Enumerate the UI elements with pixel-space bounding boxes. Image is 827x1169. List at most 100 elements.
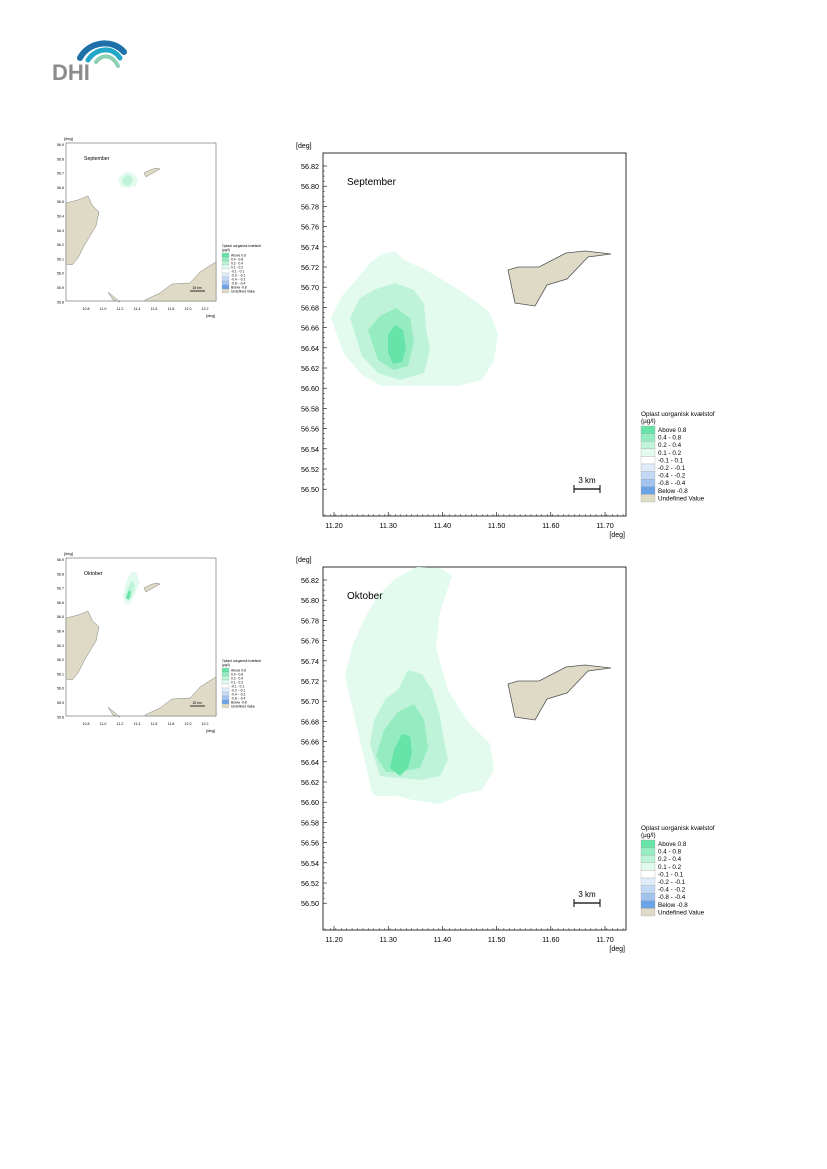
legend-swatch (640, 885, 656, 894)
overview-x-tick: 11.8 (168, 307, 175, 311)
overview-legend-label: Undefined Value (231, 289, 255, 293)
overview-y-tick: 56.9 (57, 558, 64, 562)
legend-label: Above 0.8 (658, 841, 687, 848)
x-tick-label: 11.50 (488, 935, 505, 944)
overview-y-tick: 56.1 (57, 672, 64, 676)
legend-label: 0.1 - 0.2 (658, 450, 682, 457)
legend-swatch (640, 862, 656, 871)
y-tick-label: 56.66 (301, 324, 319, 333)
y-tick-label: 56.50 (301, 485, 319, 494)
overview-legend-swatch (221, 272, 230, 278)
overview-x-tick: 11.6 (151, 307, 158, 311)
x-tick-label: 11.50 (488, 521, 505, 530)
y-tick-label: 56.76 (301, 223, 319, 232)
panel-title: September (347, 177, 397, 188)
overview-y-tick: 56.0 (57, 272, 64, 276)
x-tick-label: 11.60 (542, 935, 559, 944)
x-tick-label: 11.20 (325, 935, 342, 944)
y-tick-label: 56.74 (301, 657, 319, 666)
legend-swatch (640, 471, 656, 480)
overview-y-tick: 56.4 (57, 215, 64, 219)
y-tick-label: 56.78 (301, 202, 319, 211)
scale-bar-label: 3 km (578, 890, 596, 899)
legend-label: -0.2 - -0.1 (658, 465, 686, 472)
overview-legend-label: -0.1 - 0.1 (231, 269, 244, 273)
overview-legend-swatch (221, 264, 230, 270)
overview-legend-label: Below -0.8 (231, 285, 247, 289)
y-tick-label: 56.62 (301, 364, 319, 373)
overview-legend-label: -0.4 - -0.2 (231, 692, 245, 696)
overview-plume-2 (126, 590, 131, 600)
overview-y-tick: 56.9 (57, 143, 64, 147)
overview-y-tick: 56.3 (57, 229, 64, 233)
y-tick-label: 56.56 (301, 839, 319, 848)
legend-swatch (640, 893, 656, 901)
overview-x-tick: 11.8 (168, 722, 175, 726)
y-tick-label: 56.62 (301, 778, 319, 787)
overview-legend-label: 0.2 - 0.4 (231, 676, 243, 680)
overview-y-tick: 56.4 (57, 630, 64, 634)
overview-scale-label: 15 km (192, 286, 201, 290)
overview-legend-swatch (221, 691, 230, 697)
overview-island (143, 167, 161, 178)
overview-y-tick: 55.9 (57, 701, 64, 705)
overview-islet (107, 706, 121, 718)
y-tick-label: 56.50 (301, 899, 319, 908)
overview-legend-label: Undefined Value (231, 704, 255, 708)
y-tick-label: 56.72 (301, 263, 319, 272)
legend-label: -0.4 - -0.2 (658, 887, 686, 894)
overview-y-tick: 56.7 (57, 172, 64, 176)
legend-label: -0.1 - 0.1 (658, 457, 684, 464)
overview-legend-swatch (221, 675, 230, 681)
legend-label: Below -0.8 (658, 902, 688, 909)
island-land (507, 664, 612, 721)
overview-x-tick: 12.2 (202, 307, 209, 311)
overview-legend-swatch (221, 703, 230, 709)
y-tick-label: 56.58 (301, 404, 319, 413)
y-unit-label: [deg] (296, 557, 312, 564)
legend-label: -0.4 - -0.2 (658, 473, 686, 480)
overview-x-tick: 11.2 (117, 722, 124, 726)
panel-title: Oktober (347, 591, 383, 602)
overview-legend-swatch (221, 671, 230, 677)
overview-legend-label: Above 0.8 (231, 253, 246, 257)
overview-y-tick: 56.8 (57, 157, 64, 161)
concentration-contour-3 (390, 734, 412, 776)
overview-y-tick: 56.8 (57, 572, 64, 576)
overview-y-tick: 56.2 (57, 243, 64, 247)
overview-legend-swatch (221, 260, 230, 266)
overview-legend-label: 0.1 - 0.2 (231, 680, 243, 684)
y-tick-label: 56.72 (301, 677, 319, 686)
y-tick-label: 56.70 (301, 283, 319, 292)
y-tick-label: 56.54 (301, 859, 319, 868)
legend-label: Below -0.8 (658, 488, 688, 495)
overview-legend-swatch (221, 284, 230, 290)
overview-legend-swatch (221, 280, 230, 286)
legend-label: 0.2 - 0.4 (658, 442, 682, 449)
overview-x-tick: 11.4 (134, 307, 141, 311)
overview-map-oktober: 56.9 56.8 56.7 56.6 56.5 56.4 56.3 56.2 56.1 56.0… (57, 551, 261, 733)
x-tick-label: 11.40 (434, 935, 451, 944)
overview-map-september: 56.9 56.8 56.7 56.6 56.5 56.4 56.3 56.2 56.1 56.0… (57, 136, 261, 318)
overview-legend-label: Below -0.8 (231, 700, 247, 704)
legend-swatch (640, 877, 656, 886)
y-tick-label: 56.78 (301, 616, 319, 625)
overview-plume-1 (122, 175, 133, 186)
overview-islet (107, 291, 121, 303)
overview-x-tick: 10.8 (83, 722, 90, 726)
overview-legend-swatch (221, 276, 230, 282)
legend-label: -0.8 - -0.4 (658, 894, 686, 901)
overview-legend-swatch (221, 683, 230, 689)
legend-swatch (640, 486, 656, 495)
overview-x-tick: 11.6 (151, 722, 158, 726)
legend-swatch (640, 463, 656, 472)
overview-y-tick: 56.6 (57, 186, 64, 190)
y-tick-label: 56.52 (301, 465, 319, 474)
x-tick-label: 11.40 (434, 521, 451, 530)
overview-legend-unit: (µg/l) (222, 248, 230, 252)
legend-label: 0.4 - 0.8 (658, 849, 682, 856)
overview-legend-label: 0.4 - 0.8 (231, 672, 243, 676)
legend-unit: (µg/l) (641, 418, 656, 425)
legend-label: Above 0.8 (658, 427, 687, 434)
y-tick-label: 56.80 (301, 182, 319, 191)
